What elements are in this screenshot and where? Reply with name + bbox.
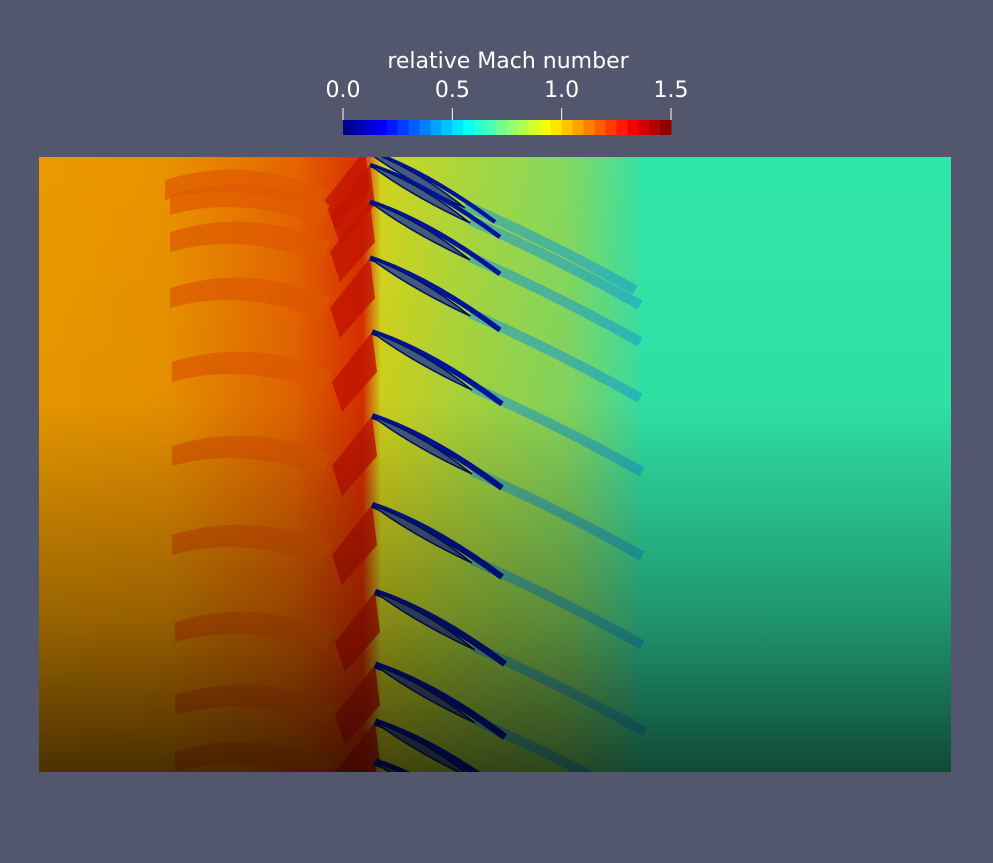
color-swatch — [507, 120, 519, 135]
color-swatch — [649, 120, 661, 135]
wake — [475, 817, 645, 863]
color-swatch — [660, 120, 672, 135]
tick-label: 0.5 — [435, 78, 470, 103]
wake — [475, 845, 645, 863]
color-legend: relative Mach number 0.0 0.5 1.0 1.5 — [326, 49, 689, 135]
color-swatch — [616, 120, 628, 135]
color-swatch — [353, 120, 366, 135]
color-swatch — [485, 120, 497, 135]
color-swatch — [364, 120, 377, 135]
color-swatch — [496, 120, 508, 135]
tick-label: 0.0 — [326, 78, 361, 103]
color-swatch — [605, 120, 617, 135]
blade-band — [375, 790, 505, 862]
flow-field — [39, 157, 951, 863]
tick-label: 1.0 — [544, 78, 579, 103]
wake — [475, 777, 645, 862]
color-swatch — [528, 120, 541, 135]
color-swatch — [463, 120, 475, 135]
color-swatch — [638, 120, 650, 135]
upstream-streak — [175, 782, 335, 822]
color-swatch — [397, 120, 410, 135]
color-swatch — [452, 120, 464, 135]
color-swatch — [343, 120, 355, 135]
color-swatch — [408, 120, 421, 135]
color-swatch — [375, 120, 388, 135]
color-swatch — [572, 120, 585, 135]
color-swatch — [430, 120, 442, 135]
color-swatch — [539, 120, 552, 135]
color-swatch — [550, 120, 563, 135]
legend-title: relative Mach number — [387, 49, 629, 74]
color-swatch — [474, 120, 486, 135]
blade-band — [373, 758, 411, 772]
blade — [375, 790, 475, 848]
color-swatch — [627, 120, 639, 135]
shock-region — [367, 762, 377, 772]
color-swatch — [441, 120, 453, 135]
shock-region — [335, 790, 380, 863]
color-swatch — [561, 120, 574, 135]
tick-label: 1.5 — [654, 78, 689, 103]
field-shading — [39, 157, 951, 772]
color-swatch — [594, 120, 606, 135]
color-swatch — [583, 120, 595, 135]
color-swatch — [386, 120, 399, 135]
color-swatch — [517, 120, 530, 135]
upstream-streak — [175, 810, 335, 850]
color-swatch — [419, 120, 431, 135]
